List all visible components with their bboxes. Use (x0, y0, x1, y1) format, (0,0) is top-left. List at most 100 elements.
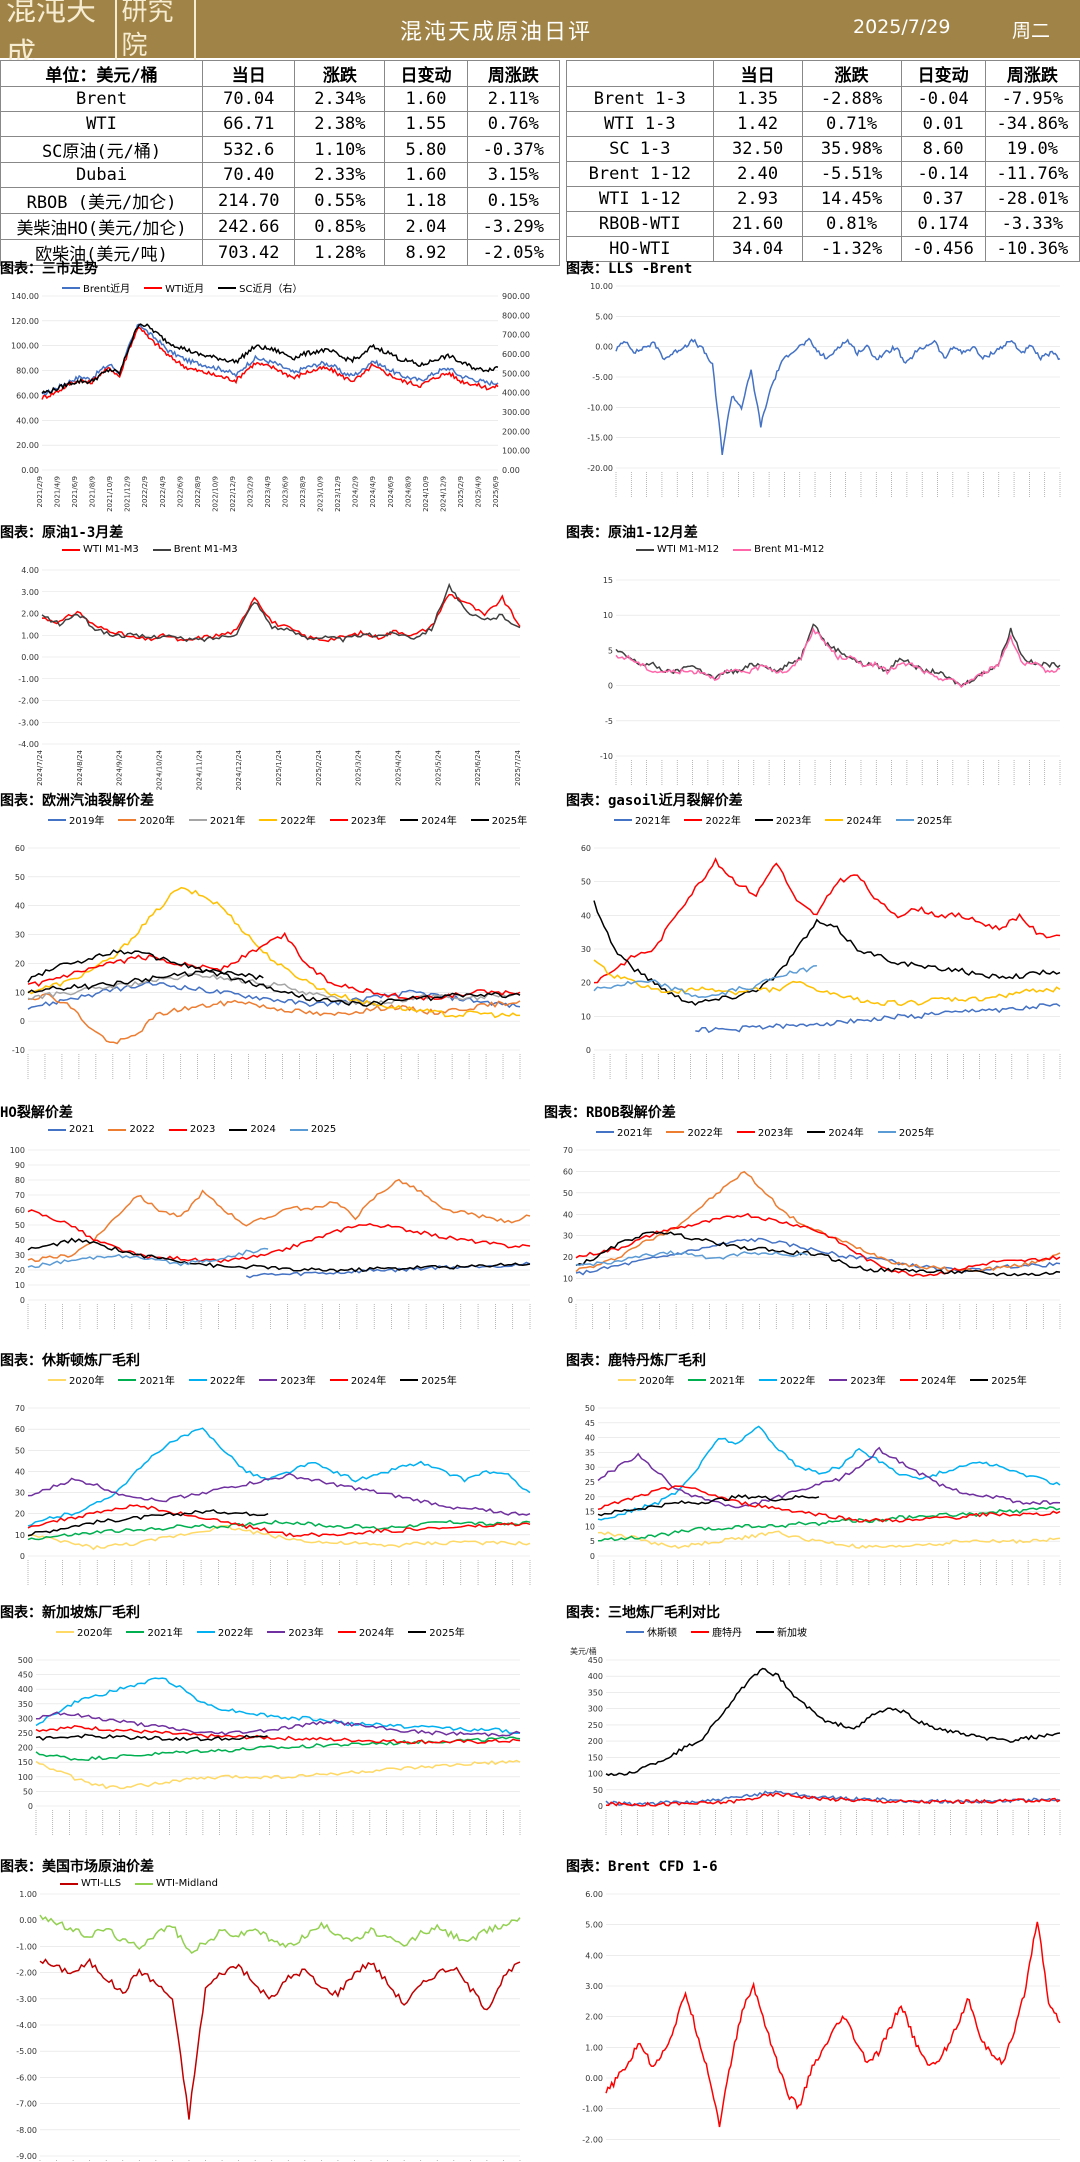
legend-label: WTI M1-M3 (83, 544, 139, 555)
legend-item: 2024年 (337, 1624, 394, 1639)
legend-label: 2023年 (757, 1128, 794, 1139)
legend-item: 2025年 (400, 1372, 457, 1387)
x-tick-label: 2022/2/9 (141, 476, 149, 507)
legend-label: WTI近月 (165, 284, 205, 295)
chart-legend: WTI-LLS WTI-Midland (60, 1878, 218, 1889)
legend-item: 鹿特丹 (691, 1624, 742, 1639)
y-tick-label: 10 (585, 1522, 595, 1531)
legend-label: 2021年 (147, 1628, 183, 1639)
legend-label: 2025年 (898, 1128, 935, 1139)
legend-swatch (62, 548, 80, 551)
y-tick-label: 20 (581, 979, 591, 988)
legend-item: 2024 (229, 1124, 276, 1135)
y-tick-label: -9.00 (16, 2152, 37, 2161)
legend-swatch (754, 818, 773, 821)
report-header: 混沌天成 研究院 混沌天成原油日评 2025/7/29 周二 (0, 0, 1080, 72)
legend-item: 2023 (168, 1124, 215, 1135)
legend-item: 2022年 (666, 1124, 723, 1139)
y-tick-label: -2.00 (18, 697, 39, 706)
series-line (41, 593, 521, 643)
chart-panel: 图表：原油1-12月差 15 10 5 0 -5 -10 WTI M1-M12 Brent M1… (566, 522, 1080, 790)
legend-item: WTI M1-M3 (62, 544, 139, 555)
y-tick-label: 30 (585, 1463, 595, 1472)
y-tick-label: 4.00 (21, 566, 39, 575)
price-table: 单位：美元/桶 当日 涨跌 日变动 周涨跌 Brent 70.04 2.34% 1.60 2.11… (0, 60, 561, 266)
legend-item: 2021年 (614, 812, 670, 827)
legend-swatch (196, 1630, 215, 1633)
legend-label: Brent M1-M3 (173, 544, 238, 555)
legend-swatch (400, 818, 419, 821)
legend-item: 2024年 (329, 1372, 386, 1387)
legend-label: 2022年 (280, 816, 316, 827)
x-tick-label: 2021/10/9 (106, 476, 114, 512)
table-header-cell: 涨跌 (294, 60, 386, 87)
y-tick-label: 20.00 (16, 441, 39, 450)
y-tick-label: 10 (603, 611, 613, 620)
chart-title: 图表：原油1-3月差 (0, 525, 124, 541)
legend-label: 2021年 (617, 1128, 653, 1139)
legend-label: 2020年 (639, 1376, 675, 1387)
table-cell: -7.95% (984, 86, 1080, 112)
y-tick-label: 50 (23, 1787, 33, 1796)
table-header-cell: 当日 (202, 60, 296, 87)
x-tick-label: 2025/5/24 (434, 749, 442, 785)
report-weekday: 周二 (1012, 20, 1051, 42)
table-cell: 1.10% (294, 136, 386, 163)
legend-label: Brent近月 (83, 284, 131, 295)
y-tick-label: 70 (15, 1191, 25, 1200)
y-tick-label: 150 (588, 1753, 603, 1762)
legend-item: WTI M1-M12 (636, 544, 719, 555)
y-tick-label: -1.00 (18, 675, 39, 684)
y-tick-label: 1.00 (19, 1890, 37, 1899)
table-cell: 欧柴油(美元/吨) (0, 239, 204, 266)
chart-legend: WTI M1-M3 Brent M1-M3 (62, 544, 238, 555)
legend-label: 2023年 (350, 816, 387, 827)
y-tick-label: 200 (588, 1737, 603, 1746)
legend-swatch (758, 1378, 777, 1381)
series-line (605, 1667, 1061, 1777)
table-cell: RBOB-WTI (566, 211, 714, 237)
y-tick-label: 0 (20, 1017, 25, 1026)
table-row: SC 1-3 32.50 35.98% 8.60 19.0% (566, 136, 1080, 162)
series-line (575, 1212, 1061, 1277)
chart-legend: Brent近月 WTI近月 SC近月（右） (62, 280, 302, 295)
legend-label: 2020年 (69, 1376, 105, 1387)
y-tick-label: 50 (593, 1786, 603, 1795)
series-line (575, 1237, 1061, 1276)
series-line (35, 1711, 521, 1737)
y-tick-label: 60 (15, 1425, 25, 1434)
series-line (593, 857, 1061, 984)
table-cell: 214.70 (202, 187, 296, 214)
y-tick-label: 300 (588, 1705, 603, 1714)
legend-swatch (756, 1630, 774, 1633)
chart-svg: 6.005.004.003.002.001.000.00-1.00-2.00-3… (582, 1890, 1061, 2144)
y-tick-label: 140.00 (11, 292, 39, 301)
chart-panel: 图表：原油1-3月差 4.00 3.00 2.00 1.00 0.00 -1.00 -2.00… (0, 522, 560, 790)
legend-label: 2023年 (775, 816, 812, 827)
y-tick-label: 90 (15, 1161, 25, 1170)
chart-svg: 450 400 350 300 250 200 150 100 50 0 美元/桶 (570, 1646, 1061, 1836)
x-tick-label: 2023/4/9 (264, 476, 272, 507)
table-cell: 8.60 (900, 136, 986, 162)
y-tick-label: 250 (588, 1721, 603, 1730)
y-tick-label: 400 (588, 1672, 603, 1681)
y-tick-label: 70 (15, 1404, 25, 1413)
y-tick-label: -4.00 (16, 2021, 37, 2030)
legend-label: 新加坡 (777, 1628, 807, 1639)
table-cell: 1.55 (384, 111, 468, 137)
y2-tick-label: 900.00 (502, 292, 530, 301)
legend-item: 2022年 (188, 1372, 245, 1387)
chart-panel: 图表：三市走势 140.00 120.00 100.00 80.00 60.00 40.00… (0, 258, 560, 520)
legend-item: 2022年 (196, 1624, 254, 1639)
table-cell: 0.81% (801, 211, 902, 237)
legend-label: 2022年 (217, 1628, 254, 1639)
table-cell: 5.80 (384, 136, 468, 163)
legend-swatch (666, 1130, 685, 1133)
y-tick-label: 25 (585, 1478, 595, 1487)
legend-item: WTI-LLS (60, 1878, 121, 1889)
legend-label: 2025年 (491, 816, 528, 827)
series-line (39, 1957, 521, 2120)
y-tick-label: 1.00 (21, 631, 39, 640)
legend-label: 2021年 (139, 1376, 175, 1387)
